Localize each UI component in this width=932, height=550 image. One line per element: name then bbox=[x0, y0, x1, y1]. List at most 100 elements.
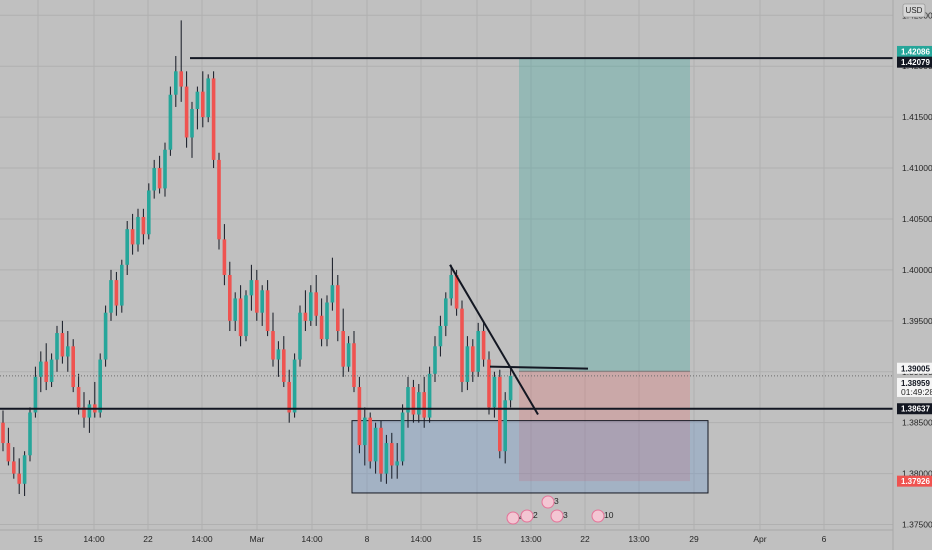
candle-down bbox=[222, 239, 227, 275]
price-tick-label: 1.41000 bbox=[902, 163, 932, 173]
currency-label[interactable]: USD bbox=[906, 6, 923, 15]
candle-down bbox=[82, 407, 86, 418]
candle-down bbox=[352, 343, 356, 388]
candle-up bbox=[28, 412, 32, 456]
time-tick-label: 14:00 bbox=[83, 534, 105, 544]
event-badge-icon[interactable] bbox=[541, 495, 555, 509]
time-tick-label: 8 bbox=[365, 534, 370, 544]
demand-zone-rectangle[interactable] bbox=[351, 420, 709, 494]
event-badge-icon[interactable] bbox=[520, 509, 534, 523]
event-badge-icon[interactable] bbox=[506, 511, 520, 525]
candle-up bbox=[438, 325, 443, 347]
candle-up bbox=[98, 359, 102, 413]
breakout-line[interactable] bbox=[489, 365, 589, 370]
price-tag-label: 1.42079 bbox=[901, 58, 930, 67]
candle-up bbox=[147, 190, 151, 235]
candle-down bbox=[411, 387, 416, 415]
last-price-label: 1.38959 bbox=[901, 379, 930, 388]
time-tick-label: 13:00 bbox=[628, 534, 650, 544]
price-tag-box bbox=[897, 362, 932, 374]
countdown-label: 01:49:28 bbox=[901, 387, 932, 397]
drawings[interactable] bbox=[0, 57, 893, 416]
candle-up bbox=[346, 343, 351, 367]
candle-up bbox=[120, 264, 124, 306]
candle-up bbox=[373, 427, 378, 462]
last-price-box bbox=[897, 377, 932, 397]
candle-up bbox=[276, 349, 281, 360]
candle-up bbox=[298, 312, 302, 360]
candle-down bbox=[390, 443, 394, 466]
candle-down bbox=[282, 349, 286, 382]
position-zones[interactable] bbox=[351, 57, 709, 494]
time-tick-label: 13:00 bbox=[520, 534, 542, 544]
candle-up bbox=[174, 71, 178, 95]
time-tick-label: 14:00 bbox=[301, 534, 323, 544]
event-badge-count[interactable]: 10 bbox=[604, 510, 614, 520]
candle-up bbox=[363, 417, 367, 446]
candle-up bbox=[400, 412, 405, 462]
candles bbox=[1, 20, 513, 497]
candle-up bbox=[39, 361, 43, 377]
candle-up bbox=[244, 295, 248, 337]
candle-up bbox=[152, 168, 156, 191]
event-badge-icon[interactable] bbox=[591, 509, 605, 523]
candle-down bbox=[498, 376, 502, 452]
price-tick-label: 1.38500 bbox=[902, 418, 932, 428]
price-tick-label: 1.41500 bbox=[902, 112, 932, 122]
take-profit-zone[interactable] bbox=[519, 57, 690, 372]
grid bbox=[0, 0, 893, 530]
candle-down bbox=[71, 346, 75, 388]
candle-up bbox=[384, 443, 389, 474]
candle-down bbox=[303, 312, 308, 321]
candle-up bbox=[330, 285, 335, 303]
event-badges[interactable]: 423310 bbox=[506, 495, 614, 525]
event-badge-count[interactable]: 3 bbox=[554, 496, 559, 506]
event-badge-count[interactable]: 2 bbox=[533, 510, 538, 520]
time-tick-label: 6 bbox=[822, 534, 827, 544]
candle-down bbox=[460, 308, 464, 382]
event-badge-icon[interactable] bbox=[550, 509, 564, 523]
candle-down bbox=[265, 290, 270, 332]
time-tick-label: Apr bbox=[753, 534, 766, 544]
event-badge-count[interactable]: 3 bbox=[563, 510, 568, 520]
price-tag-label: 1.42086 bbox=[901, 47, 930, 56]
candle-down bbox=[179, 71, 183, 87]
candle-down bbox=[184, 86, 189, 138]
candle-up bbox=[395, 461, 399, 466]
price-tick-label: 1.37500 bbox=[902, 520, 932, 530]
candle-up bbox=[503, 400, 507, 452]
candle-up bbox=[260, 290, 264, 313]
candle-down bbox=[76, 387, 81, 408]
candle-down bbox=[271, 331, 275, 360]
price-tag-label: 1.39005 bbox=[901, 364, 930, 373]
candle-up bbox=[66, 346, 70, 357]
candle-up bbox=[168, 94, 173, 150]
stop-loss-zone[interactable] bbox=[519, 371, 690, 482]
candle-up bbox=[109, 280, 113, 313]
candle-down bbox=[368, 417, 372, 462]
candle-down bbox=[487, 359, 491, 408]
candle-down bbox=[228, 275, 232, 321]
currency-badge-box[interactable] bbox=[902, 3, 926, 18]
price-tag-label: 1.38637 bbox=[901, 405, 930, 414]
price-tag-box bbox=[897, 403, 932, 415]
candle-down bbox=[379, 427, 383, 474]
price-tick-label: 1.38000 bbox=[902, 469, 932, 479]
candle-up bbox=[136, 216, 140, 245]
candle-down bbox=[6, 443, 11, 462]
candle-down bbox=[481, 331, 486, 360]
candle-down bbox=[255, 280, 259, 313]
time-tick-label: Mar bbox=[250, 534, 265, 544]
candle-up bbox=[292, 359, 297, 413]
candle-down bbox=[287, 381, 291, 413]
candle-down bbox=[1, 422, 5, 444]
candle-up bbox=[163, 149, 167, 189]
candle-down bbox=[336, 285, 340, 332]
candle-up bbox=[55, 333, 59, 360]
descending-trendline[interactable] bbox=[449, 264, 539, 416]
candle-up bbox=[476, 331, 480, 372]
candle-up bbox=[103, 312, 108, 360]
candle-up bbox=[195, 91, 200, 109]
